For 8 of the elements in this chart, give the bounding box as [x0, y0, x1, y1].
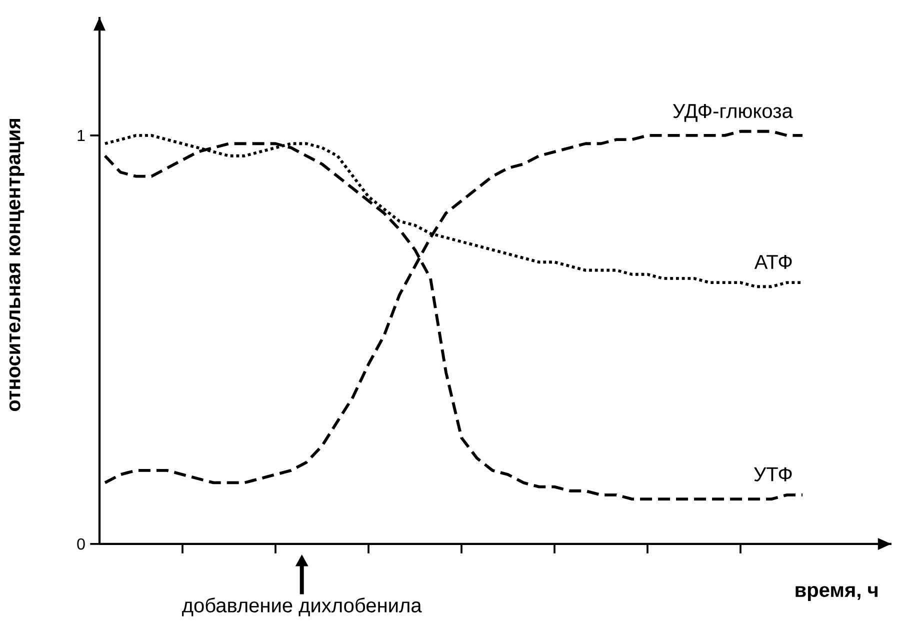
series-label: УТФ: [754, 467, 792, 482]
series-label: УДФ-глюкоза: [672, 104, 793, 122]
y-tick-label: 0: [77, 538, 85, 550]
y-tick-label: 1: [78, 130, 85, 141]
series-label: АТФ: [754, 254, 792, 269]
x-axis-title: время, ч: [796, 586, 878, 601]
text: добавление дихлобенила: [182, 598, 422, 616]
y-axis-title: относительная концентрация: [9, 118, 24, 412]
